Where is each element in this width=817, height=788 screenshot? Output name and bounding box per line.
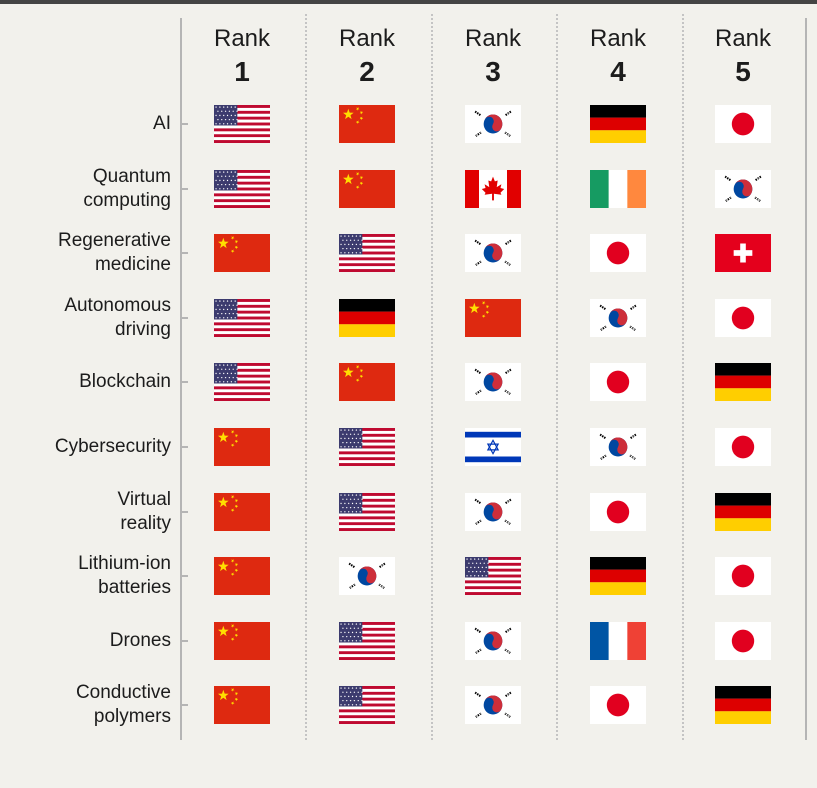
germany-flag-icon [339,298,395,337]
row-tick [182,446,188,448]
south-korea-flag-icon [590,428,646,466]
row-label: Quantum computing [83,165,171,211]
china-flag-icon [214,234,270,273]
united-states-flag-icon [214,169,270,208]
top-border [0,0,817,4]
row-tick [182,123,188,125]
south-korea-flag-icon [465,234,521,273]
germany-flag-icon [590,557,646,596]
germany-flag-icon [715,363,771,402]
japan-flag-icon [590,686,646,725]
south-korea-flag-icon [465,686,521,725]
united-states-flag-icon [339,621,395,660]
row-label: Conductive polymers [75,682,171,728]
row-tick [182,510,188,513]
column-divider [682,14,684,740]
column-header-number: 4 [610,56,626,87]
row-tick [182,704,188,707]
column-header-number: 5 [735,56,751,87]
south-korea-flag-icon [465,621,521,660]
column-divider [431,14,433,740]
row-tick [182,187,188,190]
china-flag-icon [214,686,270,725]
israel-flag-icon [465,428,521,466]
germany-flag-icon [715,492,771,531]
row-tick [182,252,188,255]
column-header: Rank 2 [312,24,422,90]
japan-flag-icon [590,363,646,402]
row-tick [182,639,188,642]
china-flag-icon [339,105,395,143]
united-states-flag-icon [465,557,521,596]
china-flag-icon [214,557,270,596]
south-korea-flag-icon [465,492,521,531]
united-states-flag-icon [214,105,270,143]
row-label: Autonomous driving [64,294,171,340]
column-header: Rank 1 [187,24,297,90]
japan-flag-icon [590,492,646,531]
row-label: Virtual reality [117,488,171,534]
column-header-number: 3 [485,56,501,87]
united-states-flag-icon [214,363,270,402]
south-korea-flag-icon [715,169,771,208]
south-korea-flag-icon [339,557,395,596]
row-tick [182,575,188,578]
switzerland-flag-icon [715,234,771,273]
ireland-flag-icon [590,169,646,208]
germany-flag-icon [590,105,646,143]
china-flag-icon [465,298,521,337]
canada-flag-icon [465,169,521,208]
row-label: AI [153,113,171,134]
south-korea-flag-icon [590,298,646,337]
united-states-flag-icon [339,686,395,725]
china-flag-icon [339,363,395,402]
japan-flag-icon [715,557,771,596]
united-states-flag-icon [339,234,395,273]
column-divider [556,14,558,740]
china-flag-icon [339,169,395,208]
right-axis-line [805,18,807,740]
united-states-flag-icon [339,492,395,531]
south-korea-flag-icon [465,363,521,402]
japan-flag-icon [590,234,646,273]
column-header-number: 1 [234,56,250,87]
column-header-number: 2 [359,56,375,87]
china-flag-icon [214,621,270,660]
row-label: Cybersecurity [54,436,171,457]
column-header-word: Rank [338,25,396,52]
france-flag-icon [590,621,646,660]
column-header: Rank 4 [563,24,673,90]
column-header-word: Rank [213,25,271,52]
column-header-word: Rank [589,25,647,52]
china-flag-icon [214,492,270,531]
row-label: Lithium-ion batteries [78,553,171,599]
row-tick [182,316,188,319]
column-header-word: Rank [714,25,772,52]
china-flag-icon [214,428,270,466]
row-label: Drones [109,629,171,651]
row-label: Regenerative medicine [57,230,171,276]
south-korea-flag-icon [465,105,521,143]
column-header-word: Rank [464,25,522,52]
japan-flag-icon [715,105,771,143]
column-header: Rank 3 [438,24,548,90]
japan-flag-icon [715,428,771,466]
japan-flag-icon [715,298,771,337]
column-header: Rank 5 [688,24,798,90]
japan-flag-icon [715,621,771,660]
column-divider [305,14,307,740]
row-label: Blockchain [79,371,171,393]
left-axis-line [180,18,182,740]
united-states-flag-icon [339,428,395,466]
united-states-flag-icon [214,298,270,337]
germany-flag-icon [715,686,771,725]
row-tick [182,381,188,384]
